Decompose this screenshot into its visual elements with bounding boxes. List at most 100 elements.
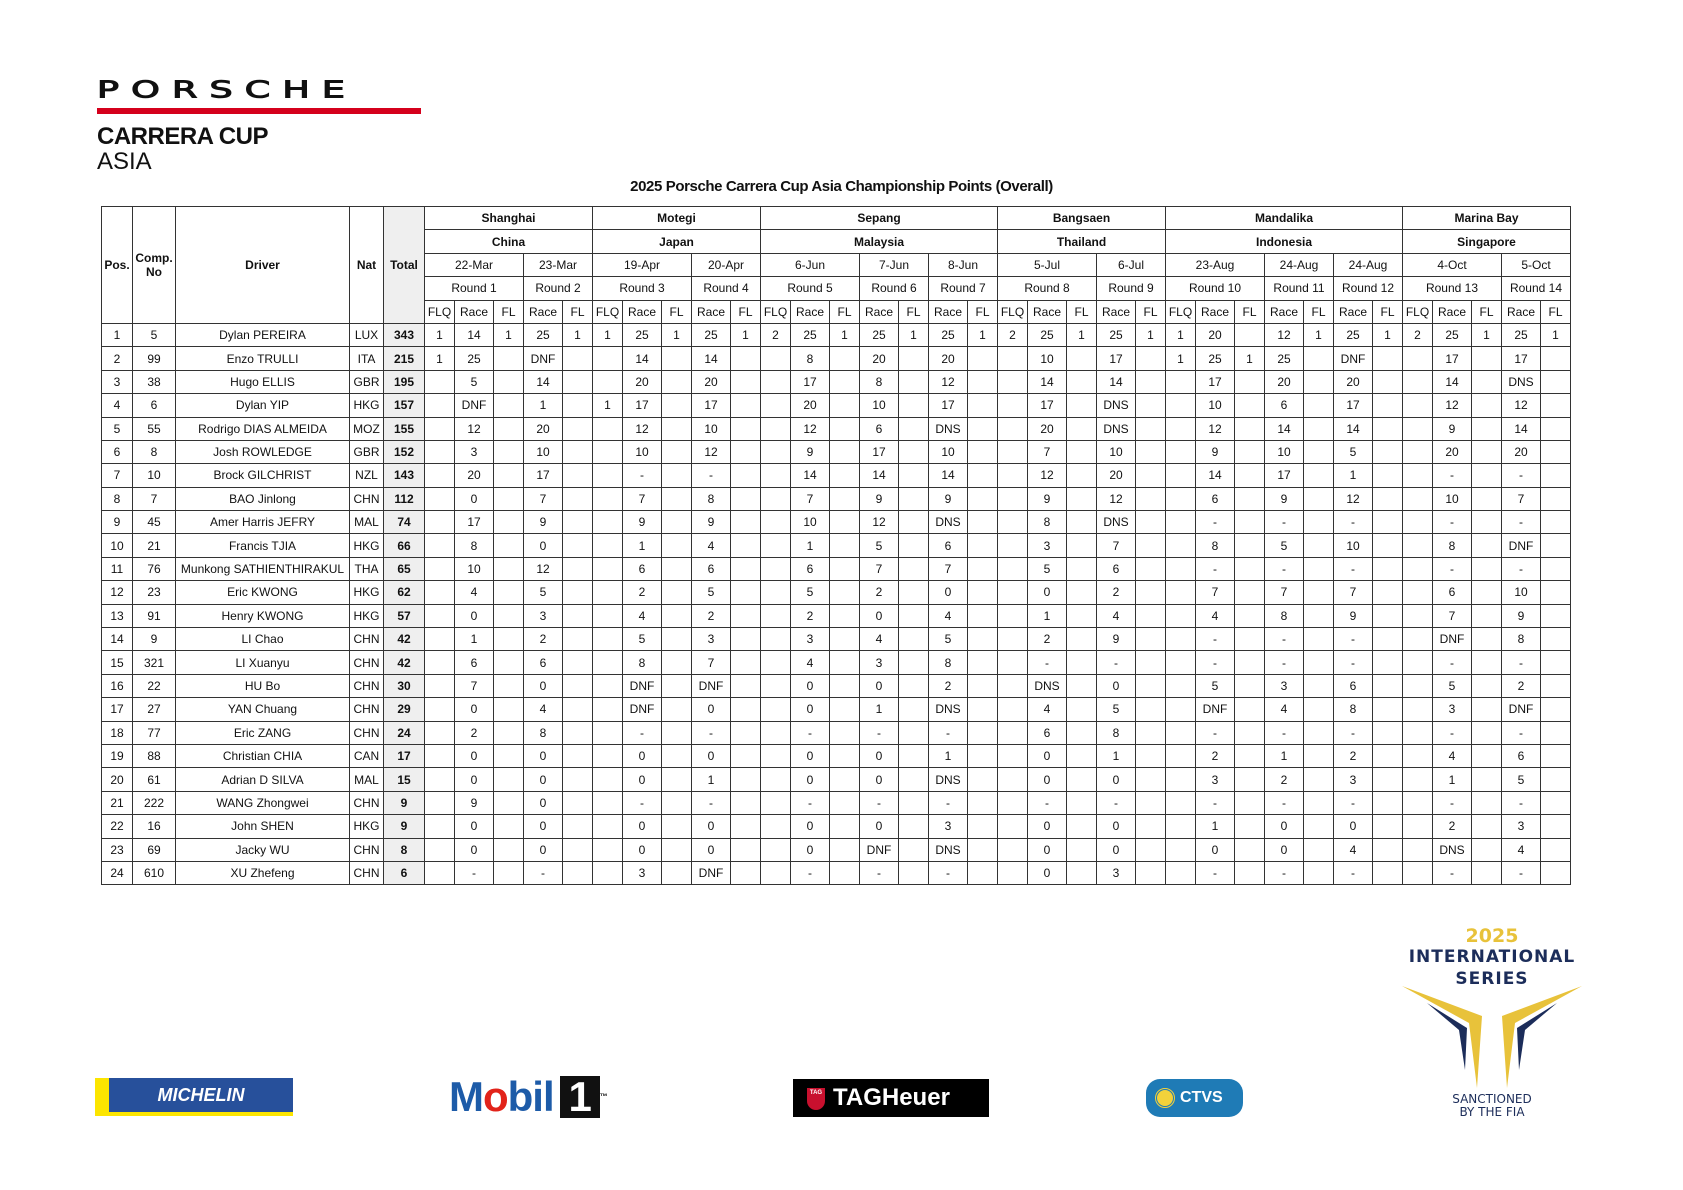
fastest-lap-cell (967, 837, 998, 862)
race-points-cell: 14 (1195, 463, 1235, 488)
fastest-lap-cell (1471, 697, 1502, 722)
flq-points-cell (760, 369, 791, 395)
race-points-cell: 9 (1432, 416, 1472, 441)
fastest-lap-cell (1372, 533, 1403, 558)
fastest-lap-cell (829, 486, 860, 512)
fastest-lap-cell (1234, 533, 1265, 558)
fastest-lap-cell (1234, 369, 1265, 395)
race-points-cell: - (1264, 627, 1304, 652)
race-points-cell: 4 (790, 650, 830, 675)
fastest-lap-cell (1234, 767, 1265, 792)
race-points-cell: 4 (1264, 697, 1304, 722)
race-points-cell: 9 (622, 510, 662, 535)
fl-header: FL (562, 299, 593, 324)
fastest-lap-cell (562, 463, 593, 488)
driver-name-cell: Munkong SATHIENTHIRAKUL (175, 556, 350, 582)
table-row: 22 16 John SHEN HKG 9 0 0 0 0 0 0 3 0 0 1 0 0 2 3 (101, 814, 1571, 839)
mobil-m: M (449, 1073, 484, 1120)
race-points-cell: 25 (1432, 322, 1472, 348)
race-points-cell: 14 (859, 463, 899, 488)
race-points-cell: 8 (1195, 533, 1235, 558)
fastest-lap-cell (1540, 673, 1571, 699)
race-points-cell: 0 (454, 767, 494, 792)
race-points-cell: 14 (928, 463, 968, 488)
total-points-cell: 157 (383, 393, 425, 418)
flq-points-cell (997, 603, 1028, 629)
race-points-cell: 5 (928, 627, 968, 652)
flq-points-cell (592, 650, 623, 675)
race-points-cell: - (1432, 650, 1472, 675)
round-label: Round 10 (1165, 276, 1265, 301)
race-points-cell: 1 (1027, 603, 1067, 629)
fastest-lap-cell (730, 767, 761, 792)
nationality-cell: THA (349, 556, 384, 582)
flq-points-cell (997, 486, 1028, 512)
total-points-cell: 62 (383, 580, 425, 605)
race-points-cell: 3 (523, 603, 563, 629)
comp-no-cell: 16 (132, 814, 176, 839)
driver-name-cell: John SHEN (175, 814, 350, 839)
race-points-cell: 2 (1432, 814, 1472, 839)
race-points-cell: 0 (691, 697, 731, 722)
race-points-cell: 8 (928, 650, 968, 675)
race-points-cell: - (1027, 790, 1067, 816)
fastest-lap-cell (898, 463, 929, 488)
total-points-cell: 15 (383, 767, 425, 792)
header-nat: Nat (349, 206, 384, 324)
total-points-cell: 42 (383, 650, 425, 675)
flq-points-cell (424, 416, 455, 441)
flq-points-cell (1402, 463, 1433, 488)
race-points-cell: 4 (454, 580, 494, 605)
fastest-lap-cell (1066, 860, 1097, 886)
race-points-cell: 6 (1264, 393, 1304, 418)
total-points-cell: 215 (383, 346, 425, 371)
flq-points-cell (424, 556, 455, 582)
fastest-lap-cell (829, 439, 860, 465)
round-date: 5-Jul (997, 252, 1097, 278)
race-points-cell: 2 (859, 580, 899, 605)
flq-points-cell (1165, 790, 1196, 816)
nationality-cell: CHN (349, 697, 384, 722)
position-cell: 11 (101, 556, 133, 582)
fastest-lap-cell: 1 (1303, 322, 1334, 348)
fastest-lap-cell (1540, 767, 1571, 792)
fastest-lap-cell: 1 (1540, 322, 1571, 348)
nationality-cell: LUX (349, 322, 384, 348)
comp-no-cell: 5 (132, 322, 176, 348)
fastest-lap-cell (661, 697, 692, 722)
race-points-cell: - (1195, 790, 1235, 816)
race-points-cell: 0 (622, 814, 662, 839)
race-points-cell: 0 (1195, 837, 1235, 862)
country-header: Japan (592, 229, 761, 254)
race-points-cell: 10 (1501, 580, 1541, 605)
position-cell: 22 (101, 814, 133, 839)
race-points-cell: - (1432, 720, 1472, 745)
flq-points-cell (760, 860, 791, 886)
race-points-cell: 1 (1195, 814, 1235, 839)
fl-header: FL (1540, 299, 1571, 324)
fastest-lap-cell (562, 860, 593, 886)
flq-points-cell (592, 627, 623, 652)
nationality-cell: ITA (349, 346, 384, 371)
race-points-cell: 17 (523, 463, 563, 488)
series-region: ASIA (97, 148, 152, 175)
total-points-cell: 6 (383, 860, 425, 886)
race-header: Race (859, 299, 899, 324)
fastest-lap-cell (1540, 697, 1571, 722)
race-points-cell: 0 (928, 580, 968, 605)
fastest-lap-cell (829, 790, 860, 816)
race-points-cell: - (1501, 720, 1541, 745)
fastest-lap-cell (1066, 556, 1097, 582)
flq-points-cell (997, 556, 1028, 582)
position-cell: 16 (101, 673, 133, 699)
fastest-lap-cell (898, 650, 929, 675)
country-header: Singapore (1402, 229, 1571, 254)
comp-no-cell: 21 (132, 533, 176, 558)
race-points-cell: 1 (1333, 463, 1373, 488)
race-points-cell: 1 (622, 533, 662, 558)
table-row: 20 61 Adrian D SILVA MAL 15 0 0 0 1 0 0 DNS 0 0 3 2 3 1 5 (101, 767, 1571, 792)
round-date: 24-Aug (1264, 252, 1334, 278)
table-row: 7 10 Brock GILCHRIST NZL 143 20 17 - - 14 14 14 12 20… (101, 463, 1571, 488)
fl-header: FL (1471, 299, 1502, 324)
race-points-cell: 0 (1096, 767, 1136, 792)
